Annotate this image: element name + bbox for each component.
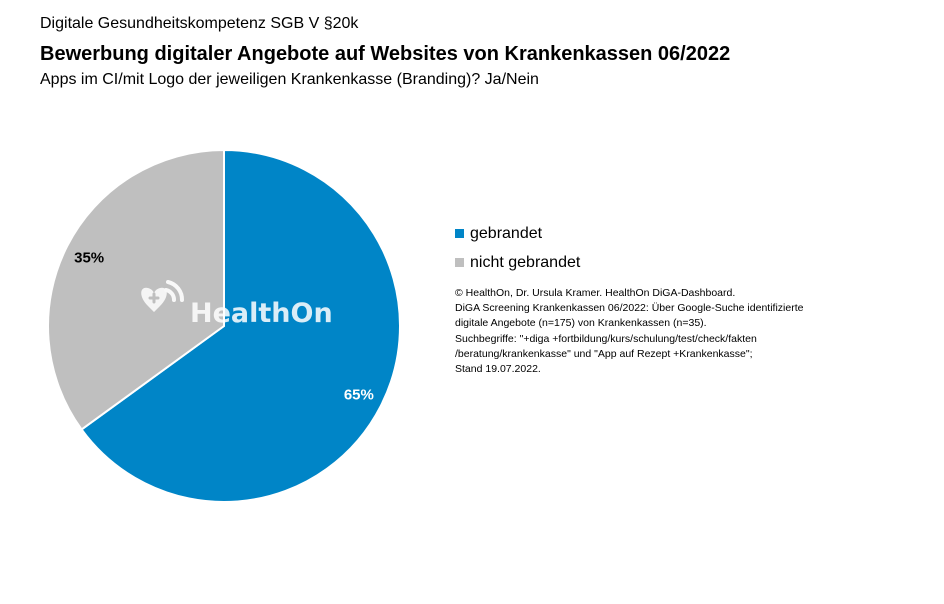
legend-swatch-gebrandet: [455, 229, 464, 238]
chart-kicker: Digitale Gesundheitskompetenz SGB V §20k: [40, 15, 359, 32]
source-line: Stand 19.07.2022.: [455, 363, 541, 376]
source-line: © HealthOn, Dr. Ursula Kramer. HealthOn …: [455, 287, 736, 299]
pie-slice-nicht-gebrandet: [47, 148, 225, 431]
chart-subtitle: Apps im CI/mit Logo der jeweiligen Krank…: [40, 71, 539, 88]
pie-slice-gebrandet: [80, 148, 401, 503]
chart-legend: gebrandet nicht gebrandet: [455, 219, 580, 277]
legend-item-nicht-gebrandet: nicht gebrandet: [455, 248, 580, 277]
pie-slices: [47, 148, 401, 503]
data-label-gebrandet: 65%: [344, 387, 374, 404]
legend-label-nicht-gebrandet: nicht gebrandet: [470, 253, 581, 271]
legend-item-gebrandet: gebrandet: [455, 219, 580, 248]
source-line: digitale Angebote (n=175) von Krankenkas…: [455, 317, 707, 330]
source-line: /beratung/krankenkasse" und "App auf Rez…: [455, 347, 753, 360]
pie-labels: 65% 35%: [74, 249, 374, 403]
source-note: © HealthOn, Dr. Ursula Kramer. HealthOn …: [455, 286, 835, 377]
chart-title: Bewerbung digitaler Angebote auf Website…: [40, 43, 731, 65]
legend-swatch-nicht-gebrandet: [455, 258, 464, 267]
source-line: DiGA Screening Krankenkassen 06/2022: Üb…: [455, 302, 804, 315]
healthon-watermark: HealthOn: [141, 280, 333, 329]
watermark-text: HealthOn: [190, 298, 333, 329]
data-label-nicht-gebrandet: 35%: [74, 249, 104, 266]
legend-label-gebrandet: gebrandet: [470, 224, 543, 242]
source-line: Suchbegriffe: "+diga +fortbildung/kurs/s…: [455, 332, 757, 345]
heart-wifi-icon: [141, 280, 185, 312]
